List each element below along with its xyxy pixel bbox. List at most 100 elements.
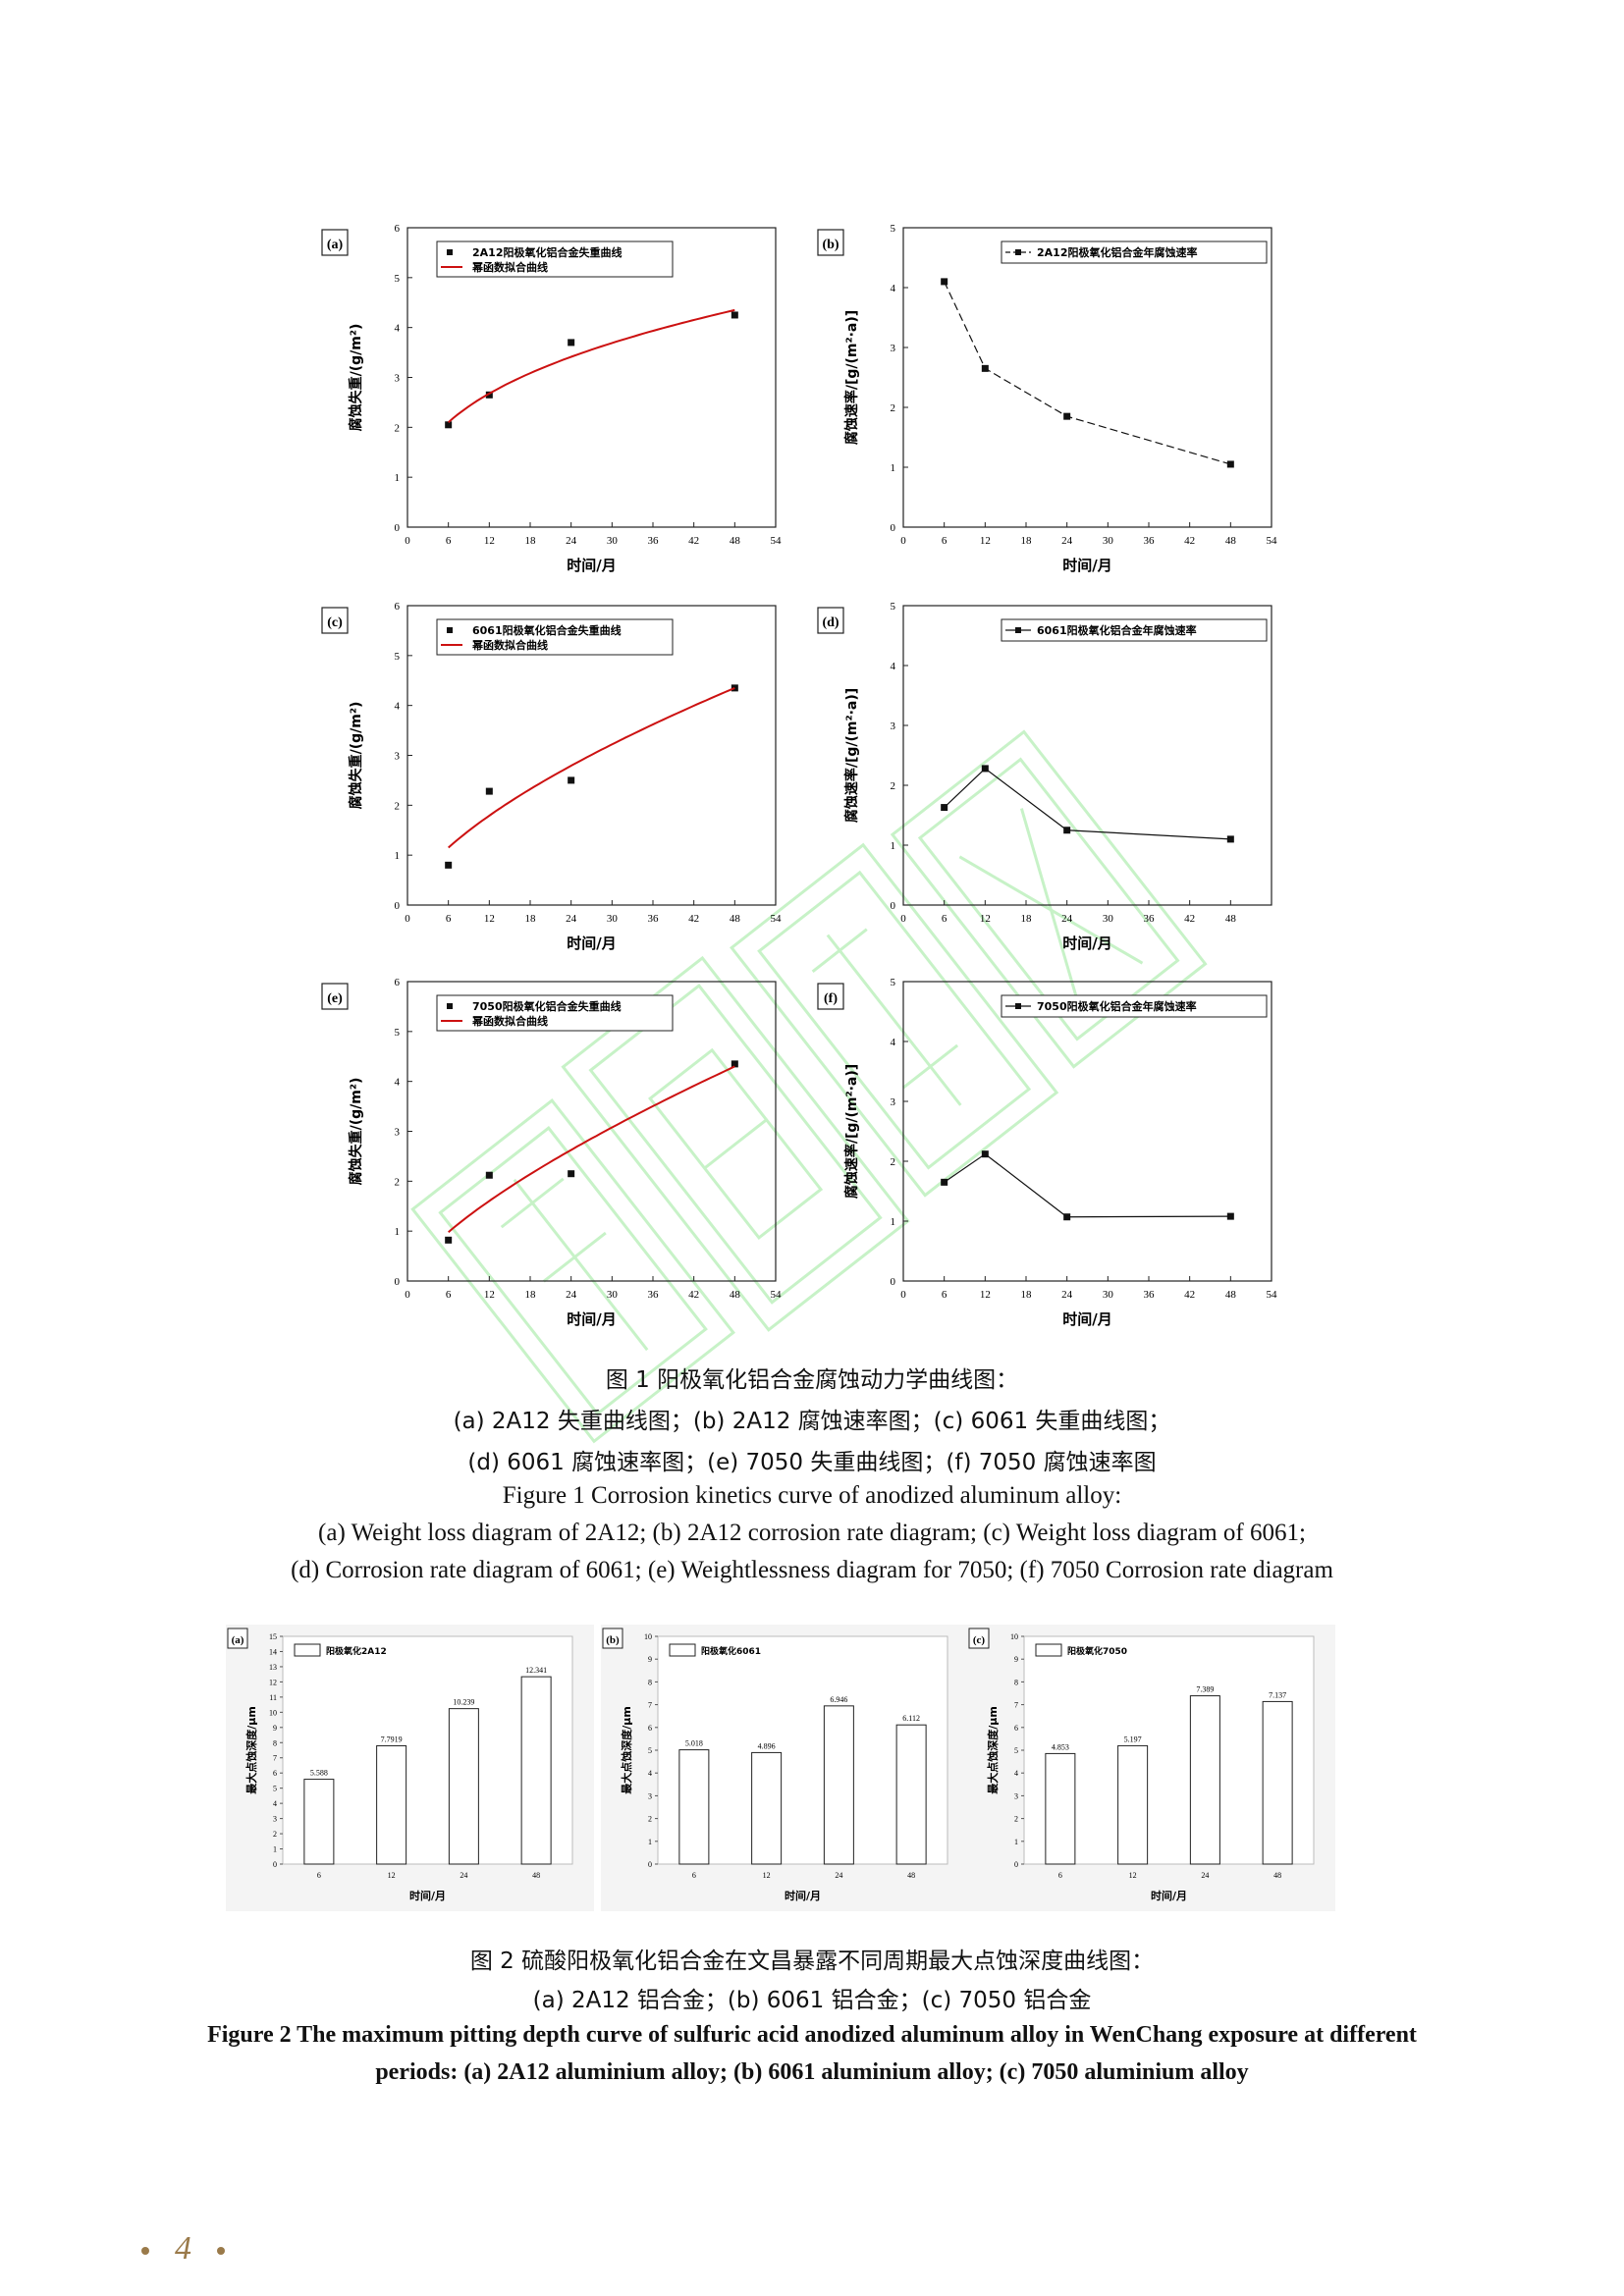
data-point [445,861,453,869]
data-point [485,1171,493,1179]
legend-label: 7050阳极氧化铝合金失重曲线 [472,999,622,1013]
bar-value-label: 12.341 [525,1666,547,1675]
x-axis-label: 时间/月 [567,934,616,952]
legend-swatch [669,1643,696,1657]
x-tick-label: 36 [1144,913,1156,925]
y-tick-label: 5 [891,223,896,235]
x-tick-label: 12 [763,1871,771,1880]
figure1-caption-en-3: (d) Corrosion rate diagram of 6061; (e) … [291,1557,1333,1583]
x-tick-label: 12 [980,535,991,547]
legend-label: 7050阳极氧化铝合金年腐蚀速率 [1037,999,1197,1013]
y-tick-label: 1 [395,472,401,484]
legend-box [436,240,674,278]
fit-curve [448,686,735,849]
bar-value-label: 5.588 [310,1769,328,1778]
legend-swatch [294,1643,321,1657]
panel-label: (c) [973,1634,986,1646]
data-point [981,364,989,372]
x-tick-label: 24 [460,1871,467,1880]
page-number: 4 [175,2230,191,2267]
x-tick-label: 42 [688,535,699,547]
legend-label: 幂函数拟合曲线 [471,260,548,274]
y-tick-label: 2 [648,1815,652,1824]
data-point [941,804,948,812]
chart-a: (a) 0 6 12 18 24 30 36 42 48 54 0 1 2 3 4 5 6 时间/月 腐蚀失重/(g/… [314,218,795,591]
x-tick-label: 30 [607,913,619,925]
x-tick-label: 12 [484,535,495,547]
footer-dot-left [141,2247,149,2256]
x-tick-label: 12 [980,913,991,925]
y-tick-label: 4 [891,283,896,294]
x-tick-label: 18 [1021,913,1033,925]
data-point [981,1150,989,1158]
y-tick-label: 2 [891,1156,896,1168]
x-tick-label: 48 [1225,1289,1237,1301]
y-tick-label: 1 [891,840,896,852]
data-point [731,1060,738,1068]
y-tick-label: 0 [395,522,401,534]
x-tick-label: 0 [405,913,410,925]
y-tick-label: 4 [891,661,896,672]
panel-label: (f) [824,991,838,1006]
x-tick-label: 54 [771,535,783,547]
x-tick-label: 6 [317,1871,321,1880]
y-tick-label: 3 [395,751,401,763]
series-line [944,281,1231,465]
bar [1189,1695,1220,1865]
x-tick-label: 24 [566,913,577,925]
x-tick-label: 48 [907,1871,915,1880]
x-tick-label: 12 [980,1289,991,1301]
x-tick-label: 12 [484,1289,495,1301]
y-tick-label: 0 [891,900,896,912]
data-point [445,1236,453,1244]
y-tick-label: 8 [648,1678,652,1686]
x-axis-label: 时间/月 [785,1889,821,1902]
x-tick-label: 6 [692,1871,696,1880]
x-tick-label: 18 [525,913,537,925]
y-axis-label: 腐蚀失重/(g/m²) [348,702,364,810]
chart-c: (c) 0 6 12 18 24 30 36 42 48 54 0 1 2 3 4 5 6 时间/月 腐蚀失重/(g/… [314,596,795,969]
panel-label-box [227,1628,248,1649]
panel-label: (b) [822,238,839,252]
x-tick-label: 24 [1061,913,1073,925]
x-tick-label: 6 [942,1289,947,1301]
y-axis-label: 最大点蚀深度/μm [986,1706,1000,1794]
y-tick-label: 1 [273,1845,277,1854]
y-tick-label: 3 [891,721,896,732]
x-tick-label: 6 [446,1289,452,1301]
figure1-caption-en-2: (a) Weight loss diagram of 2A12; (b) 2A1… [318,1520,1306,1546]
y-tick-label: 6 [648,1724,652,1733]
y-tick-label: 2 [891,402,896,414]
y-tick-label: 6 [273,1769,277,1778]
y-tick-label: 0 [395,1276,401,1288]
legend-box [1001,618,1268,642]
panel-label: (a) [327,238,344,252]
figure1-caption-zh-1: 图 1 阳极氧化铝合金腐蚀动力学曲线图： [605,1367,1019,1393]
x-tick-label: 48 [730,913,741,925]
chart-bar-2a12: (a) 0 1 2 3 4 5 6 7 8 9 10 11 12 13 14 15 最大点蚀深度/μm 时间/月 阳极… [226,1625,594,1919]
legend-label: 2A12阳极氧化铝合金失重曲线 [472,245,622,259]
x-tick-label: 36 [1144,1289,1156,1301]
y-axis-label: 腐蚀速率/[g/(m²·a)] [843,1064,860,1199]
x-tick-label: 18 [525,1289,537,1301]
x-tick-label: 42 [1184,1289,1195,1301]
legend-label: 阳极氧化7050 [1067,1645,1127,1657]
data-point [1063,1213,1071,1221]
legend-marker [1015,627,1021,633]
y-tick-label: 4 [395,323,401,335]
chart-bar-6061: (b) 0 1 2 3 4 5 6 7 8 9 10 最大点蚀深度/μm 时间/月 阳极氧化6061 5.01… [601,1625,969,1919]
panel-label-box [817,983,844,1010]
y-tick-label: 7 [273,1754,277,1763]
legend-label: 阳极氧化6061 [701,1645,761,1657]
x-tick-label: 18 [1021,1289,1033,1301]
bar [751,1751,783,1865]
bar-value-label: 5.197 [1124,1735,1142,1743]
y-tick-label: 11 [269,1693,277,1702]
chart-bar-7050: (c) 0 1 2 3 4 5 6 7 8 9 10 最大点蚀深度/μm 时间/月 阳极氧化7050 4.85… [967,1625,1335,1919]
legend-label: 6061阳极氧化铝合金失重曲线 [472,623,622,637]
y-tick-label: 2 [891,780,896,792]
y-tick-label: 5 [1014,1746,1018,1755]
legend-marker [447,249,453,255]
x-tick-label: 0 [405,535,410,547]
x-axis-label: 时间/月 [567,1310,616,1328]
